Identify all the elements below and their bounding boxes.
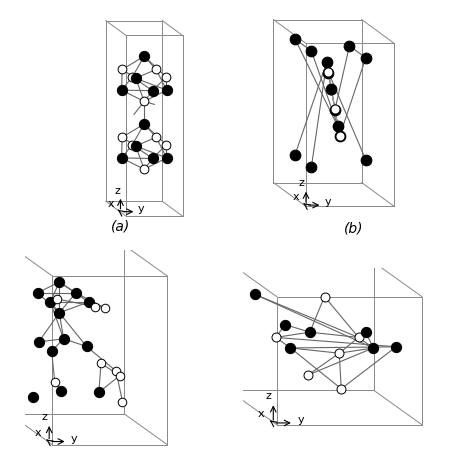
Point: [163, 141, 170, 148]
Point: [118, 154, 126, 162]
Point: [369, 344, 377, 352]
Point: [304, 371, 311, 379]
Point: [51, 378, 58, 385]
Point: [132, 74, 139, 82]
Point: [334, 123, 342, 130]
Point: [272, 334, 280, 341]
Point: [116, 372, 124, 379]
Point: [149, 155, 156, 162]
Point: [46, 298, 54, 306]
Point: [292, 35, 299, 43]
Point: [149, 87, 156, 94]
Text: z: z: [42, 412, 47, 422]
Point: [53, 295, 61, 303]
Point: [152, 66, 160, 73]
Point: [60, 335, 67, 343]
Point: [323, 59, 330, 66]
Point: [91, 303, 99, 310]
Point: [163, 154, 171, 162]
Point: [362, 54, 370, 62]
Point: [251, 291, 258, 298]
Point: [95, 389, 103, 396]
Point: [118, 134, 126, 141]
Point: [163, 73, 170, 81]
Point: [55, 309, 63, 317]
Point: [163, 86, 171, 94]
Point: [336, 133, 344, 140]
Point: [29, 393, 37, 401]
Point: [336, 349, 343, 357]
Text: z: z: [299, 178, 305, 188]
Point: [331, 106, 339, 113]
Point: [337, 385, 345, 392]
Point: [362, 328, 369, 336]
Point: [321, 293, 328, 301]
Point: [282, 321, 289, 328]
Point: [97, 360, 105, 367]
Point: [308, 47, 315, 55]
Text: y: y: [324, 197, 331, 207]
Point: [118, 398, 126, 405]
Point: [128, 73, 136, 81]
Text: x: x: [292, 192, 299, 202]
Text: x: x: [257, 409, 264, 419]
Point: [35, 338, 43, 346]
Text: y: y: [137, 204, 144, 214]
Point: [85, 298, 92, 306]
Point: [112, 367, 120, 375]
Point: [128, 141, 136, 148]
Point: [58, 387, 65, 395]
Text: z: z: [265, 391, 271, 401]
Point: [331, 105, 339, 113]
Point: [392, 343, 400, 351]
Point: [34, 289, 41, 297]
Point: [83, 343, 91, 350]
Point: [140, 98, 148, 105]
Point: [328, 86, 335, 94]
Point: [292, 151, 299, 158]
Point: [287, 344, 294, 352]
Point: [132, 142, 139, 150]
Point: [325, 69, 332, 76]
Point: [48, 347, 55, 355]
Text: x: x: [108, 199, 115, 209]
Text: x: x: [35, 428, 41, 438]
Point: [140, 120, 148, 128]
Point: [355, 334, 362, 341]
Point: [118, 86, 126, 94]
Point: [140, 165, 148, 173]
Point: [346, 42, 353, 50]
Point: [323, 59, 330, 66]
Text: y: y: [71, 434, 77, 444]
Point: [325, 68, 332, 76]
Point: [308, 163, 315, 170]
Point: [55, 278, 63, 286]
Point: [362, 156, 370, 164]
Text: y: y: [297, 415, 304, 425]
Text: (b): (b): [344, 222, 363, 236]
Point: [140, 53, 148, 60]
Text: (a): (a): [111, 219, 130, 234]
Point: [328, 85, 335, 93]
Text: z: z: [114, 186, 120, 196]
Point: [336, 132, 344, 140]
Point: [101, 304, 109, 312]
Point: [72, 289, 80, 297]
Point: [152, 134, 160, 141]
Point: [306, 328, 314, 336]
Point: [118, 66, 126, 73]
Point: [334, 122, 342, 130]
